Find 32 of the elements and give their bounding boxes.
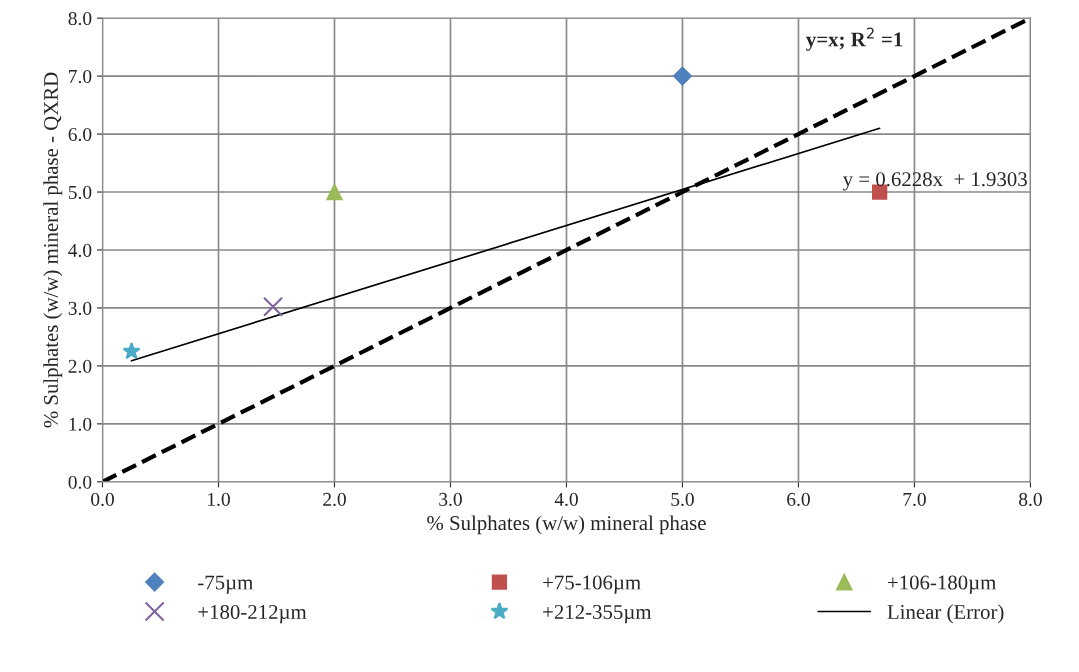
y-tick-label: 5.0 <box>68 185 92 200</box>
legend-label: -75µm <box>198 575 253 594</box>
y-tick-label: 8.0 <box>68 11 92 26</box>
annotation: y=x; R$^{2}$ =1 <box>806 27 903 51</box>
point <box>262 296 284 317</box>
point <box>326 183 343 201</box>
point <box>672 66 693 86</box>
x-tick-label: 3.0 <box>439 492 462 507</box>
x-tick-label: 4.0 <box>554 492 578 507</box>
x-tick-label: 0.0 <box>91 492 114 507</box>
legend-label: Linear (Error) <box>887 604 1004 624</box>
x-axis-title: % Sulphates (w/w) mineral phase <box>427 515 706 535</box>
x-tick-label: 7.0 <box>903 492 926 507</box>
x-tick-label: 5.0 <box>671 492 694 507</box>
x-tick-label: 8.0 <box>1019 492 1042 507</box>
y-tick-label: 2.0 <box>68 359 92 373</box>
legend-label: +75-106µm <box>543 575 641 594</box>
x-tick-label: 2.0 <box>323 492 346 507</box>
legend-label: +106-180µm <box>888 575 997 594</box>
point <box>122 342 141 360</box>
annotation: y = 0.6228x + 1.9303 <box>842 172 1027 191</box>
legend-label: +212-355µm <box>543 604 652 624</box>
y-tick-label: 3.0 <box>68 301 92 315</box>
x-tick-label: 1.0 <box>208 492 230 507</box>
y-axis-title: % Sulphates (w/w) mineral phase - QXRD <box>43 72 63 428</box>
x-tick-label: 6.0 <box>787 492 810 507</box>
y-tick-label: 0.0 <box>68 475 92 489</box>
y-tick-label: 6.0 <box>68 127 92 142</box>
y-tick-label: 7.0 <box>69 69 92 84</box>
y-tick-label: 1.0 <box>69 417 92 431</box>
y-tick-label: 4.0 <box>68 243 92 258</box>
legend-label: +180-212µm <box>198 604 307 624</box>
